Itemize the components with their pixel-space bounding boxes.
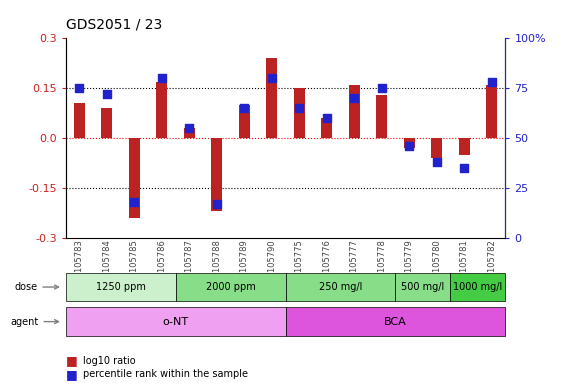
Bar [349,85,360,138]
Point [185,125,194,131]
Bar [293,88,305,138]
Bar [74,103,85,138]
Bar [184,128,195,138]
Point [102,91,111,98]
Text: log10 ratio: log10 ratio [83,356,135,366]
Point [130,199,139,205]
Bar [486,85,497,138]
Text: 250 mg/l: 250 mg/l [319,282,362,292]
Text: dose: dose [14,282,58,292]
Bar [102,108,112,138]
Bar [376,95,387,138]
Point [377,85,386,91]
Text: 2000 ppm: 2000 ppm [206,282,255,292]
Text: 500 mg/l: 500 mg/l [401,282,444,292]
Bar [459,138,469,155]
Point [267,75,276,81]
Bar [211,138,222,212]
Point [432,159,441,165]
Text: percentile rank within the sample: percentile rank within the sample [83,369,248,379]
Text: BCA: BCA [384,316,407,327]
Point [295,105,304,111]
Point [240,105,249,111]
Text: o-NT: o-NT [163,316,188,327]
Point [157,75,166,81]
Point [322,115,331,121]
Text: 1000 mg/l: 1000 mg/l [453,282,502,292]
Bar [156,82,167,138]
Bar [239,105,250,138]
Text: ■: ■ [66,354,78,367]
Point [405,143,414,149]
Point [349,95,359,101]
Bar [266,58,278,138]
Point [212,201,222,207]
Text: ■: ■ [66,368,78,381]
Bar [321,118,332,138]
Bar [404,138,415,148]
Point [75,85,84,91]
Point [460,165,469,171]
Point [487,79,496,85]
Bar [129,138,140,218]
Bar [431,138,442,158]
Text: 1250 ppm: 1250 ppm [96,282,146,292]
Text: agent: agent [10,316,58,327]
Text: GDS2051 / 23: GDS2051 / 23 [66,17,162,31]
